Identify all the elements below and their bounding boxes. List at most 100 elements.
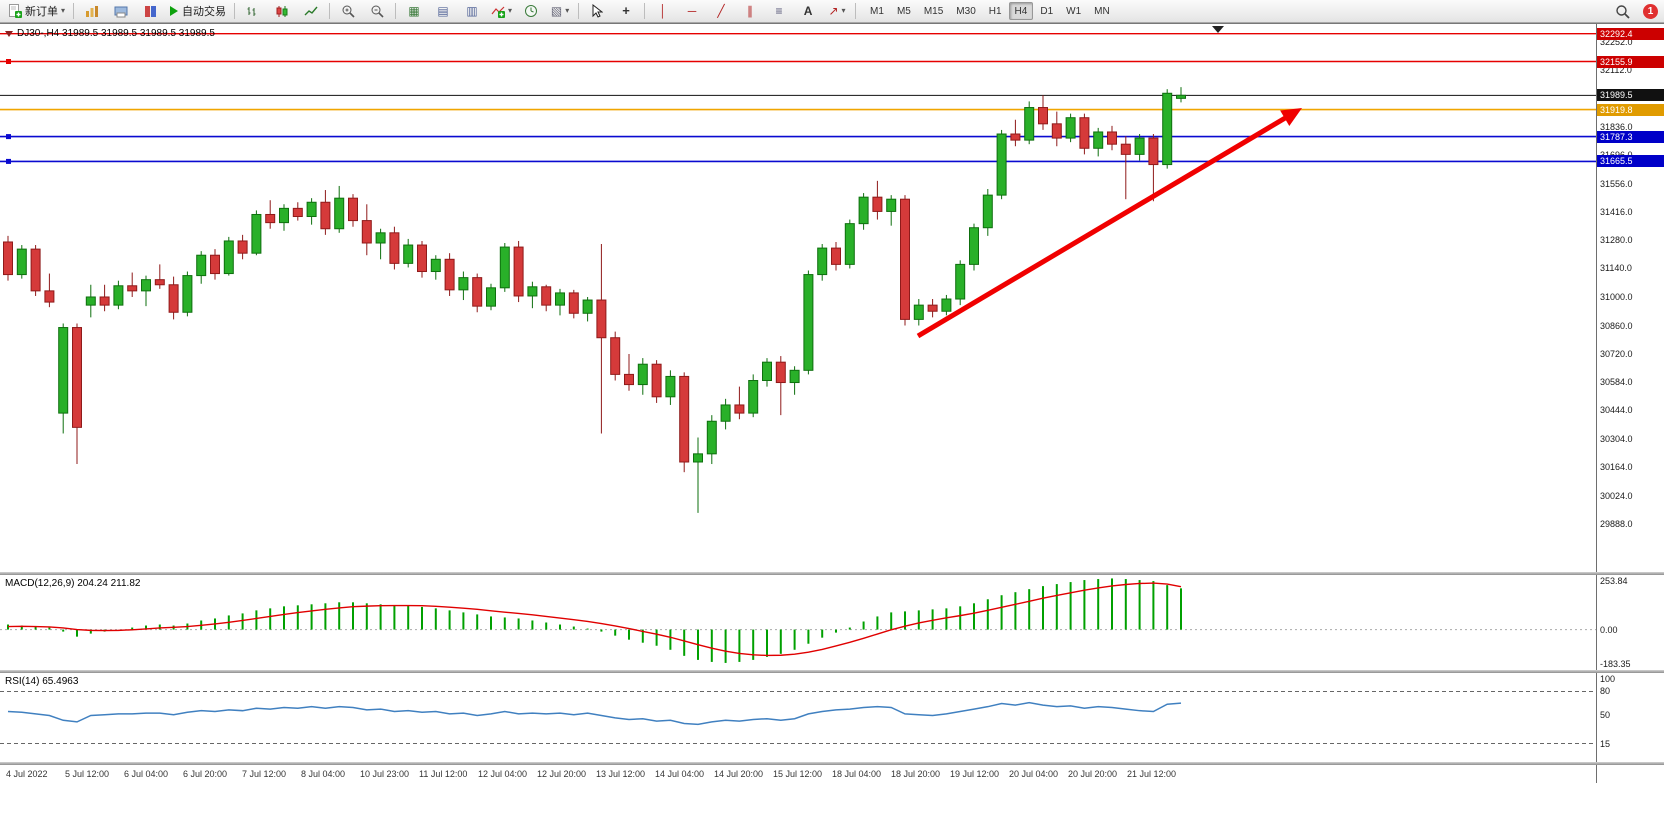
timeframe-button-h1[interactable]: H1 [988,5,1002,17]
price-tick-label: 30444.0 [1600,405,1633,416]
trendline-icon: ╱ [717,4,725,18]
price-tick-label: 30304.0 [1600,433,1633,444]
price-axis[interactable]: 32252.0 32112.0 31836.0 31696.0 31556.0 31416… [1596,24,1664,572]
time-axis-label: 14 Jul 20:00 [714,769,764,779]
rsi-tick-label: 50 [1600,710,1611,721]
fibonacci-button[interactable]: ≡ [765,0,793,22]
timeframe-button-w1[interactable]: W1 [1066,5,1082,17]
horizontal-line[interactable] [0,158,1596,164]
chart-window: 32252.0 32112.0 31836.0 31696.0 31556.0 31416… [0,23,1664,833]
time-axis-label: 5 Jul 12:00 [65,769,110,779]
zoom-out-button[interactable] [363,0,391,22]
arrows-tool-button[interactable]: ↗ ▾ [823,0,851,22]
search-button[interactable] [1608,0,1636,22]
time-axis[interactable]: 4 Jul 2022 5 Jul 12:00 6 Jul 04:00 6 Jul 20… [0,765,1664,783]
rsi-line [7,701,1182,726]
charts-button[interactable] [78,0,106,22]
time-axis-label: 12 Jul 04:00 [478,769,528,779]
time-axis-label: 4 Jul 2022 [6,769,48,779]
horizontal-line-button[interactable]: ─ [678,0,706,22]
timeframe-button-d1[interactable]: D1 [1040,5,1054,17]
indicators-button[interactable]: ▾ [487,0,516,22]
axis-corner [1596,765,1664,783]
zoom-out-icon [371,5,384,18]
autotrading-button[interactable]: 自动交易 [165,0,230,22]
timeframe-button-mn[interactable]: MN [1094,5,1110,17]
timeframe-button-m1[interactable]: M1 [870,5,884,17]
timeframe-group: M1 M5 M15 M30 H1 H4 D1 W1 MN [864,2,1116,20]
new-order-label: 新订单 [25,6,58,18]
ohlc-bars-icon [247,6,256,16]
rsi-axis[interactable]: 100 80 50 15 [1596,673,1664,762]
trendline-button[interactable]: ╱ [707,0,735,22]
chart-symbol-icon [5,30,13,37]
vertical-line-button[interactable]: │ [649,0,677,22]
horizontal-line[interactable] [0,134,1596,140]
rsi-pane: 100 80 50 15 RSI(14) 65.4963 [0,673,1664,762]
tile-icon: ▥ [466,4,478,18]
horizontal-line[interactable] [0,59,1596,65]
timeframe-button-m5[interactable]: M5 [896,5,911,17]
price-tick-label: 31836.0 [1600,121,1633,132]
new-order-button[interactable]: 新订单 ▾ [4,0,69,22]
time-axis-label: 12 Jul 20:00 [537,769,587,779]
chevron-down-icon: ▾ [61,6,66,15]
cursor-button[interactable] [583,0,611,22]
candlestick-chart-canvas[interactable] [0,24,1596,572]
rsi-label: RSI(14) 65.4963 [5,676,79,687]
price-tick-label: 30584.0 [1600,376,1633,387]
line-handle [6,158,11,164]
time-axis-label: 8 Jul 04:00 [301,769,346,779]
tile-horizontal-button[interactable]: ▥ [458,0,486,22]
periods-button[interactable] [517,0,545,22]
rsi-tick-label: 15 [1600,738,1611,749]
time-axis-label: 10 Jul 23:00 [360,769,410,779]
chart-shift-marker[interactable] [1212,26,1224,33]
cascade-windows-button[interactable]: ▤ [429,0,457,22]
toolbar-separator [578,3,580,19]
clock-icon [525,5,538,17]
timeframe-button-m30[interactable]: M30 [956,5,976,17]
time-axis-label: 20 Jul 20:00 [1068,769,1118,779]
notification-badge[interactable]: 1 [1643,3,1658,19]
time-axis-label: 18 Jul 04:00 [832,769,882,779]
navigator-button[interactable] [136,0,164,22]
trend-arrow[interactable] [916,108,1302,339]
templates-button[interactable]: ▧ ▾ [546,0,574,22]
candlestick-chart-button[interactable] [268,0,296,22]
macd-axis[interactable]: 253.84 0.00 -183.35 [1596,575,1664,670]
tile-windows-button[interactable]: ▦ [400,0,428,22]
bar-columns-icon [86,5,99,17]
autotrading-label: 自动交易 [182,6,227,18]
print-button[interactable] [107,0,135,22]
time-axis-label: 7 Jul 12:00 [242,769,287,779]
pane-separator[interactable] [0,572,1664,575]
bar-chart-button[interactable] [239,0,267,22]
rsi-tick-label: 100 [1600,674,1616,684]
price-tick-label: 30720.0 [1600,349,1633,360]
toolbar-separator [329,3,331,19]
timeframe-button-h4[interactable]: H4 [1008,2,1034,20]
channel-button[interactable]: ∥ [736,0,764,22]
crosshair-button[interactable]: + [612,0,640,22]
search-icon [1615,4,1630,19]
timeframe-button-m15[interactable]: M15 [923,5,944,17]
zoom-in-icon [342,5,355,18]
price-tick-label: 32112.0 [1600,65,1632,76]
toolbar: 新订单 ▾ 自动交易 ▦ ▤ ▥ ▾ ▧ ▾ [0,0,1664,23]
candlestick-icon [276,5,288,17]
text-tool-icon: A [803,4,813,18]
pane-separator[interactable] [0,670,1664,673]
pane-separator[interactable] [0,762,1664,765]
macd-tick-label: -183.35 [1600,659,1631,669]
text-tool-button[interactable]: A [794,0,822,22]
time-axis-label: 15 Jul 12:00 [773,769,823,779]
time-axis-label: 18 Jul 20:00 [891,769,941,779]
line-chart-button[interactable] [297,0,325,22]
price-tick-label: 30164.0 [1600,462,1633,473]
price-line-badge: 31919.8 [1597,103,1664,116]
arrow-tool-icon: ↗ [828,4,839,18]
rsi-chart-canvas[interactable] [0,673,1596,762]
zoom-in-button[interactable] [334,0,362,22]
macd-chart-canvas[interactable] [0,575,1596,670]
